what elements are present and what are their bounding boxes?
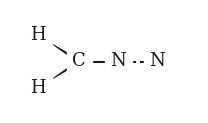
Polygon shape [44, 39, 78, 60]
Text: H: H [31, 79, 46, 97]
Text: H: H [31, 26, 46, 44]
Polygon shape [44, 63, 78, 84]
Text: N: N [150, 53, 165, 70]
Text: N: N [110, 53, 126, 70]
Text: C: C [73, 53, 86, 70]
